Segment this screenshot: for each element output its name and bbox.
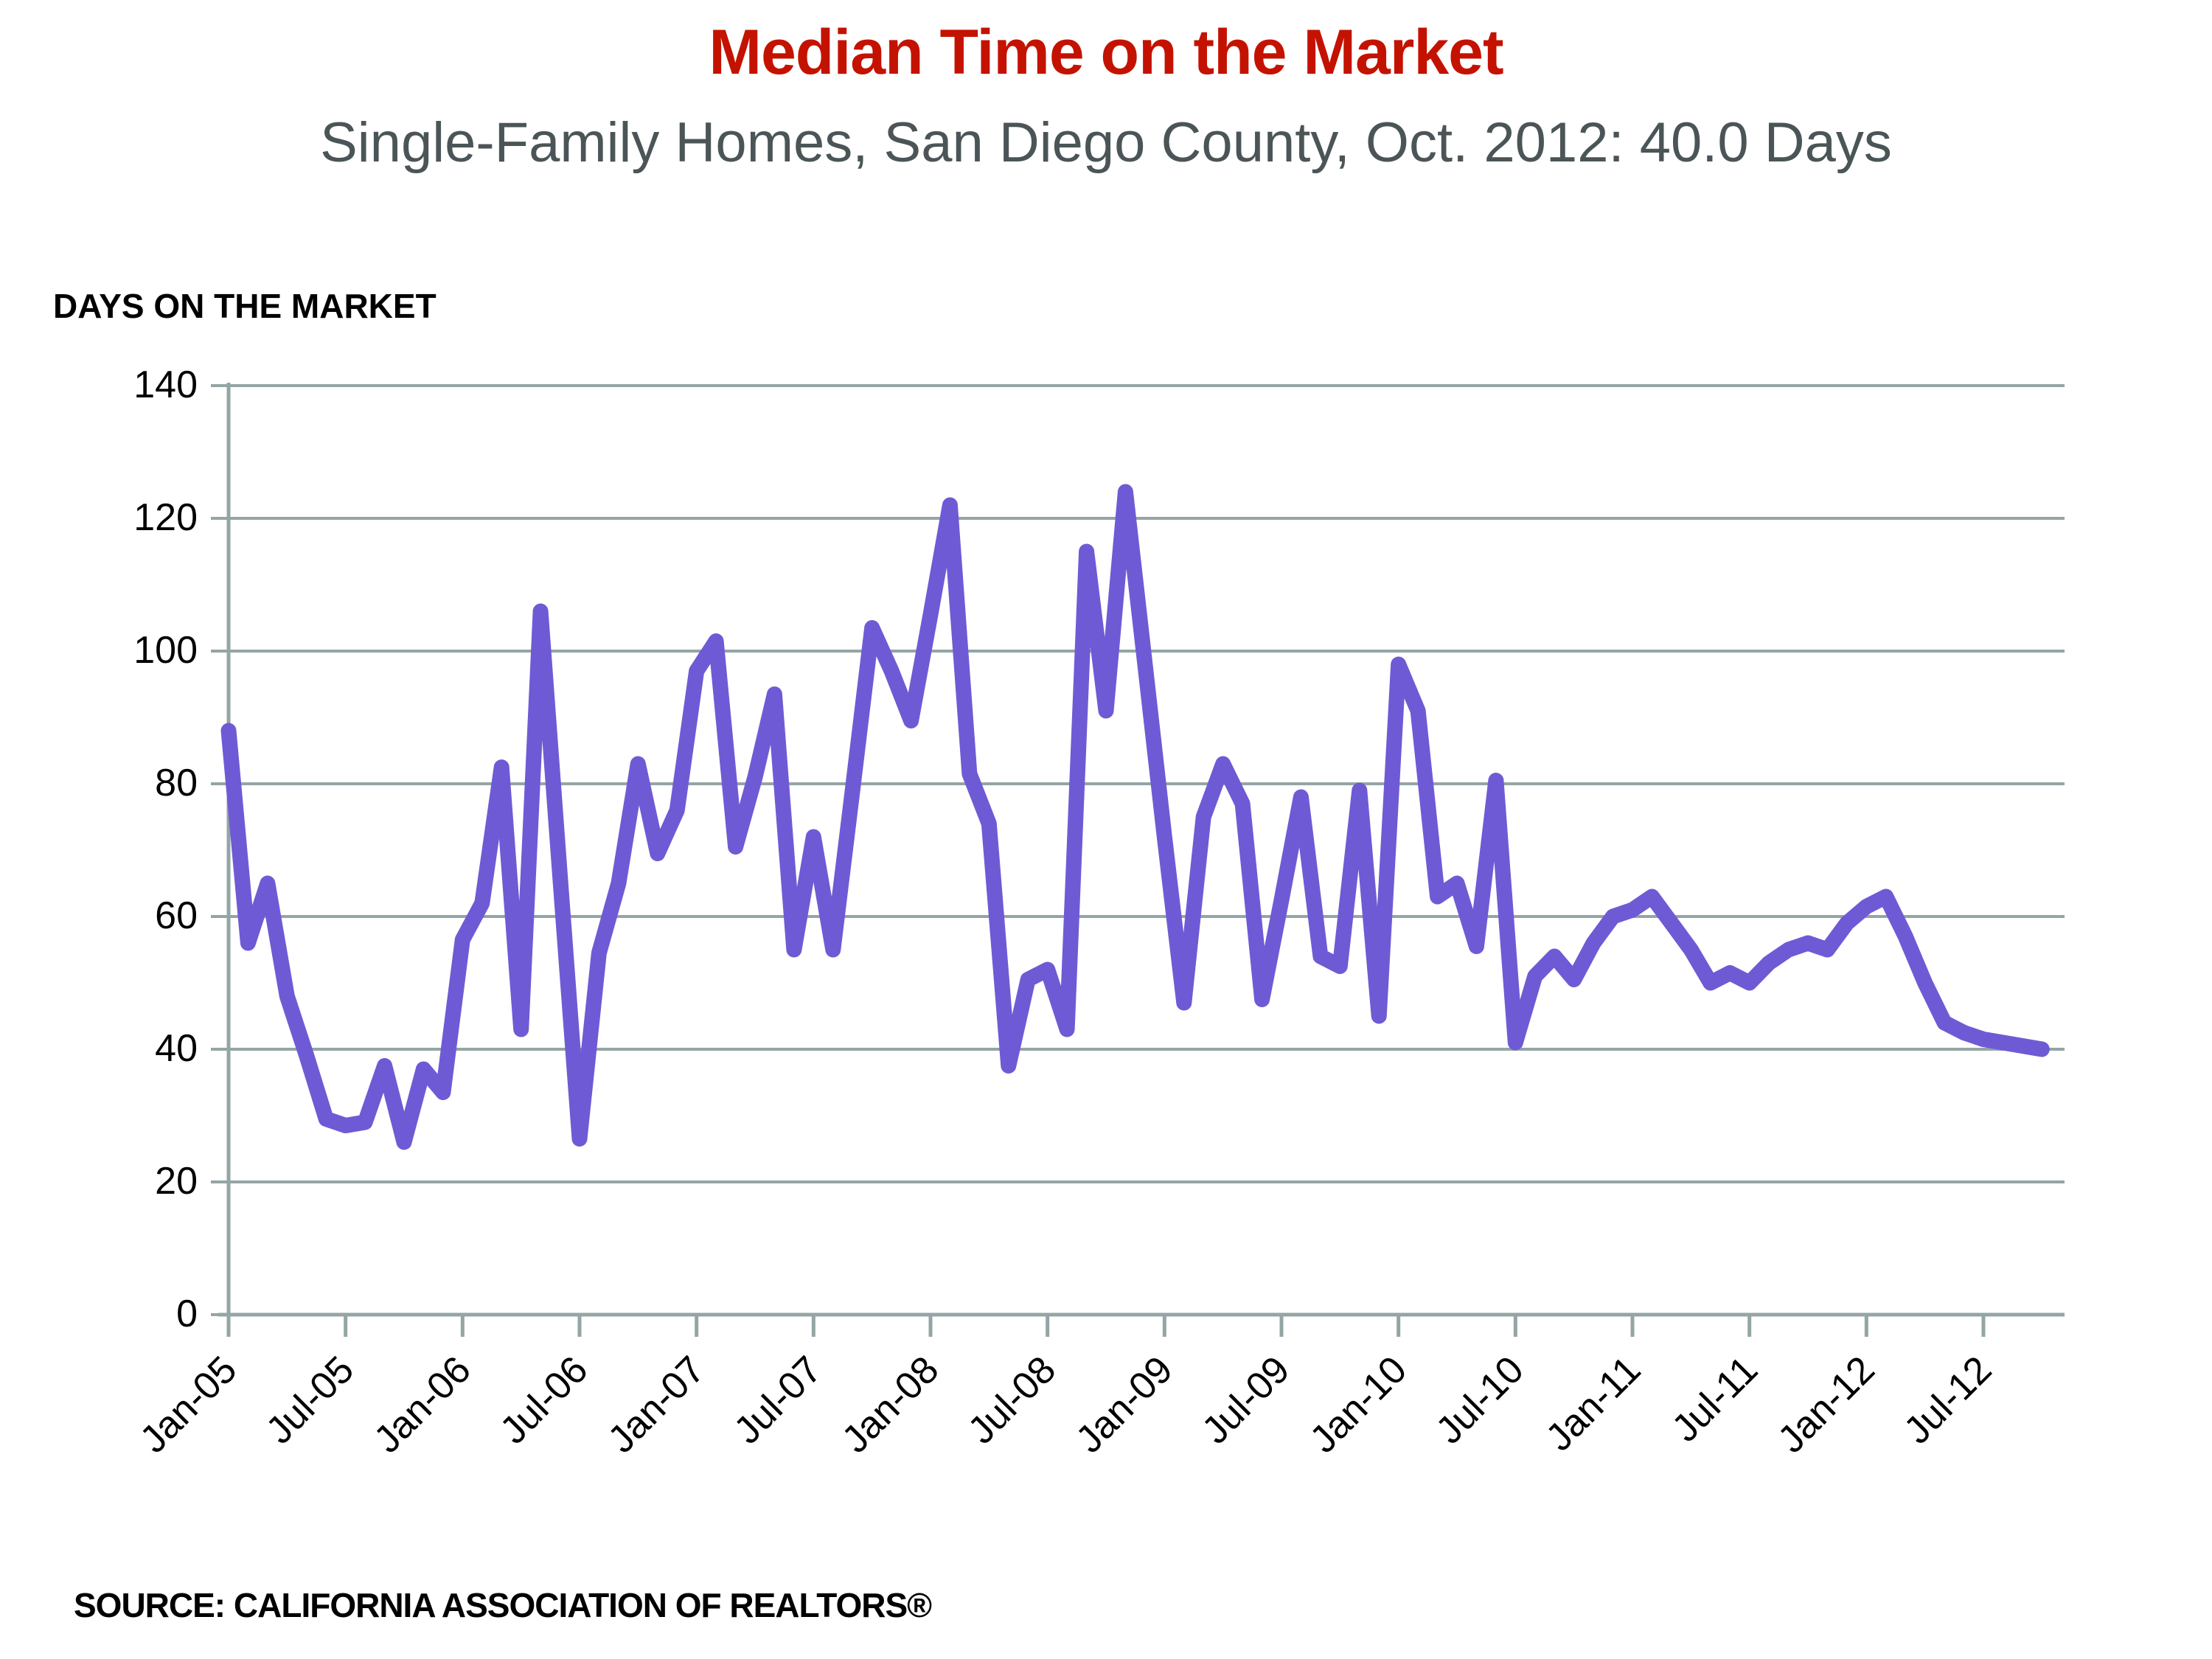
x-tick-label: Jul-07	[726, 1348, 830, 1452]
x-tick-label: Jul-11	[1664, 1348, 1766, 1450]
x-tick-label: Jul-08	[960, 1348, 1064, 1452]
page-title: Median Time on the Market	[709, 17, 1503, 88]
y-tick-label: 40	[155, 1027, 198, 1070]
x-tick-label: Jan-06	[366, 1348, 479, 1461]
x-tick-label: Jul-05	[258, 1348, 362, 1452]
page-subtitle: Single-Family Homes, San Diego County, O…	[320, 111, 1892, 174]
y-tick-label: 120	[133, 496, 198, 539]
y-tick-label: 140	[133, 364, 198, 406]
chart-axis-title: DAYS ON THE MARKET	[53, 287, 437, 325]
source-note: SOURCE: CALIFORNIA ASSOCIATION OF REALTO…	[74, 1586, 932, 1624]
y-tick-label: 60	[155, 894, 198, 937]
x-tick-label: Jan-10	[1302, 1348, 1415, 1461]
x-tick-label: Jul-12	[1896, 1348, 2000, 1452]
median-time-series-line	[220, 484, 2050, 1150]
axes-group	[211, 383, 2065, 1337]
x-tick-label: Jan-11	[1538, 1348, 1649, 1459]
x-tick-label: Jan-12	[1770, 1348, 1882, 1461]
y-tick-label: 20	[155, 1160, 198, 1203]
x-tick-label: Jul-09	[1194, 1348, 1298, 1452]
x-tick-label: Jan-05	[132, 1348, 245, 1461]
x-tick-label: Jul-10	[1428, 1348, 1532, 1452]
series-group	[220, 484, 2050, 1150]
y-tick-label: 100	[133, 629, 198, 672]
x-tick-label: Jan-09	[1068, 1348, 1180, 1461]
x-tick-label: Jan-08	[834, 1348, 947, 1461]
y-tick-label: 80	[155, 762, 198, 804]
x-tick-label: Jul-06	[492, 1348, 596, 1452]
y-tick-label: 0	[176, 1293, 198, 1335]
x-tick-label: Jan-07	[600, 1348, 713, 1461]
